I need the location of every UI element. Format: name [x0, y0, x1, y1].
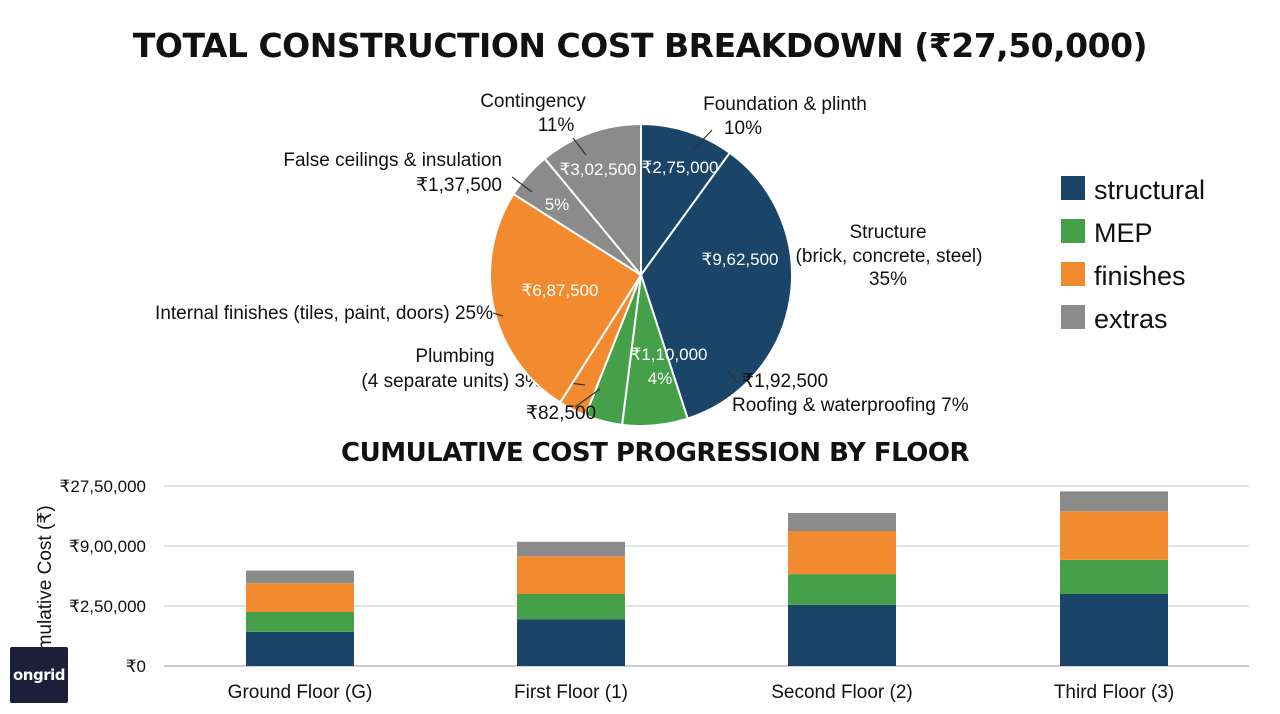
pie-leader-line: [511, 176, 533, 193]
y-tick-label: ₹0: [126, 657, 146, 676]
legend-swatch: [1061, 219, 1085, 243]
y-axis-label: Cumulative Cost (₹): [35, 505, 56, 674]
y-tick-label: ₹2,50,000: [69, 597, 146, 616]
pie-slice-inner-label: ₹6,87,500: [522, 281, 599, 300]
bar-segment: [246, 583, 354, 612]
bar-segment: [246, 612, 354, 632]
y-tick-label: ₹9,00,000: [69, 537, 146, 556]
pie-slice-outer-label: ₹1,92,500: [742, 371, 828, 392]
bar-segment: [1060, 511, 1168, 560]
pie-slice-outer-label: False ceilings & insulation: [283, 150, 502, 171]
pie-slice-outer-label: 35%: [869, 269, 907, 290]
pie-leader-line: [692, 129, 713, 151]
pie-slice-outer-label: Roofing & waterproofing 7%: [732, 395, 969, 416]
ongrid-logo: ongrid: [10, 647, 68, 703]
x-category-label: Third Floor (3): [1054, 682, 1174, 703]
x-category-label: Second Floor (2): [771, 682, 913, 703]
bar-segment: [788, 604, 896, 666]
bar-segment: [788, 513, 896, 531]
pie-slice-inner-label: ₹1,10,000: [631, 345, 708, 364]
pie-slice-outer-label: Internal finishes (tiles, paint, doors) …: [155, 303, 493, 324]
pie-slice-outer-label: 11%: [538, 115, 575, 136]
pie-slice-outer-label: 10%: [724, 118, 762, 139]
pie-slice-outer-label: Contingency: [480, 91, 586, 112]
bar-segment: [517, 594, 625, 620]
pie-slice-outer-label: ₹1,37,500: [416, 175, 502, 196]
pie-slice-outer-label: Structure: [849, 222, 926, 243]
x-category-label: First Floor (1): [514, 682, 628, 703]
pie-slice: [489, 192, 643, 404]
bar-segment: [517, 541, 625, 557]
bar-segment: [517, 556, 625, 594]
pie-slice: [543, 122, 642, 278]
pie-slice-inner-label: ₹3,02,500: [560, 160, 637, 179]
pie-slice-outer-label: ₹82,500: [526, 403, 596, 424]
legend-label: finishes: [1094, 261, 1186, 291]
main-title: TOTAL CONSTRUCTION COST BREAKDOWN (₹27,5…: [132, 26, 1148, 65]
legend-swatch: [1061, 176, 1085, 200]
pie-slice-inner-label: 4%: [648, 369, 673, 388]
legend-swatch: [1061, 305, 1085, 329]
pie-slice-inner-label: ₹9,62,500: [702, 250, 779, 269]
legend-label: structural: [1094, 175, 1205, 205]
bar-segment: [1060, 491, 1168, 512]
pie-slice-outer-label: Foundation & plinth: [703, 94, 867, 115]
bar-segment: [246, 570, 354, 584]
bar-segment: [517, 619, 625, 666]
pie-slice: [639, 151, 793, 420]
pie-slice-inner-label: 5%: [545, 195, 570, 214]
legend-label: extras: [1094, 304, 1168, 334]
bar-segment: [246, 631, 354, 666]
legend-swatch: [1061, 262, 1085, 286]
legend-label: MEP: [1094, 218, 1153, 248]
pie-slice-outer-label: (4 separate units) 3%: [361, 371, 542, 392]
pie-leader-line: [727, 370, 739, 384]
bar-segment: [788, 574, 896, 605]
pie-slice-inner-label: ₹2,75,000: [642, 158, 719, 177]
bar-segment: [1060, 594, 1168, 666]
pie-leader-line: [574, 388, 601, 408]
pie-slice-outer-label: (brick, concrete, steel): [796, 246, 983, 267]
bar-segment: [1060, 559, 1168, 594]
pie-slice-outer-label: Plumbing: [415, 346, 494, 367]
bar-segment: [788, 531, 896, 575]
pie-slice: [640, 122, 732, 279]
pie-leader-line: [492, 312, 504, 317]
y-tick-label: ₹27,50,000: [60, 477, 146, 496]
bar-chart-title: CUMULATIVE COST PROGRESSION BY FLOOR: [341, 438, 969, 468]
pie-leader-line: [572, 137, 587, 156]
x-category-label: Ground Floor (G): [228, 682, 373, 703]
